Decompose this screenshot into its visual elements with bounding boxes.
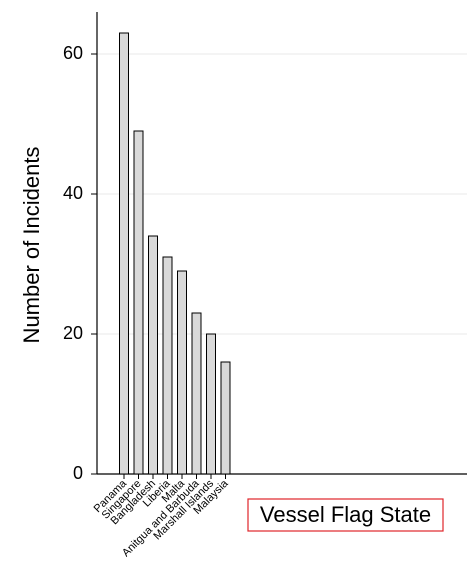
bar: [177, 270, 187, 475]
x-axis-label: Vessel Flag State: [260, 502, 431, 527]
y-tick-label: 60: [63, 43, 83, 63]
y-tick-label: 20: [63, 323, 83, 343]
bar: [206, 333, 216, 475]
y-tick-label: 0: [73, 463, 83, 483]
x-label-box: [247, 498, 444, 532]
y-axis-label: Number of Incidents: [19, 147, 44, 344]
bar: [133, 130, 144, 475]
bar: [191, 312, 202, 475]
bar: [148, 235, 158, 475]
bar: [220, 361, 231, 475]
bar: [162, 256, 173, 475]
bar: [119, 32, 129, 475]
y-tick-label: 40: [63, 183, 83, 203]
